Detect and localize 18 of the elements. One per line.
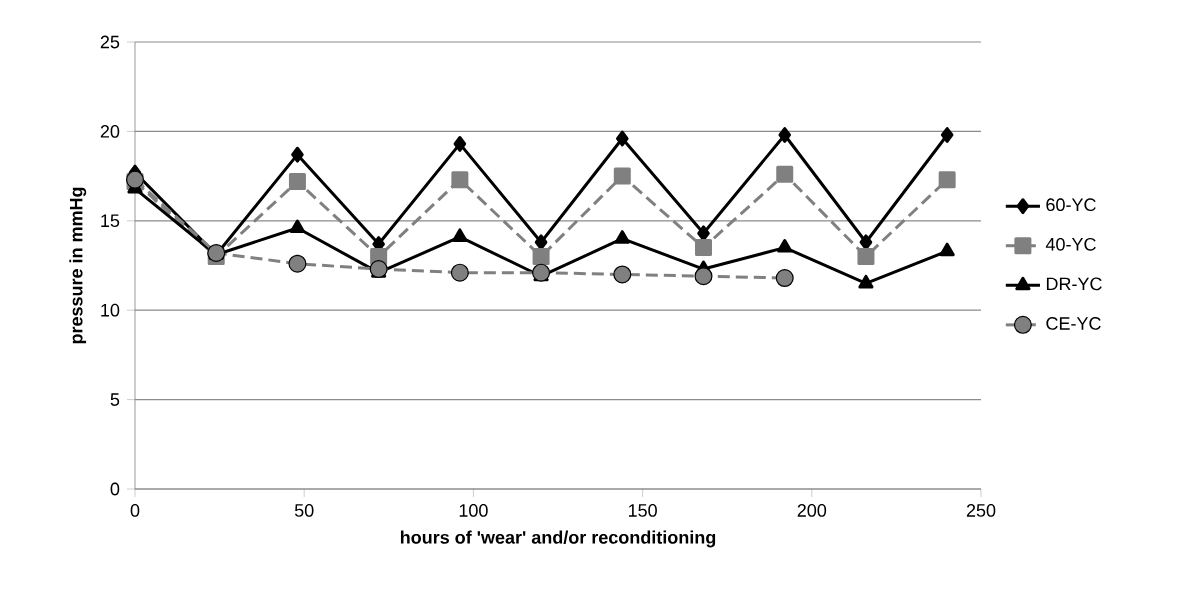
- x-tick-label: 200: [797, 504, 827, 517]
- y-axis-title: pressure in mmHg: [69, 187, 87, 344]
- y-tick-label: 0: [110, 482, 120, 496]
- legend-label: 40-YC: [1045, 237, 1096, 251]
- y-tick-label: 5: [110, 393, 120, 406]
- x-axis-title: hours of 'wear' and/or reconditioning: [400, 530, 716, 548]
- y-tick-label: 10: [101, 303, 120, 317]
- x-tick-label: 50: [294, 504, 314, 517]
- legend-label: CE-YC: [1046, 317, 1101, 330]
- x-tick-label: 250: [966, 504, 996, 517]
- x-tick-label: 150: [628, 504, 657, 517]
- x-tick-label: 0: [130, 504, 140, 517]
- legend-label: DR-YC: [1046, 277, 1102, 291]
- y-tick-label: 20: [100, 125, 120, 138]
- y-tick-label: 25: [100, 35, 120, 49]
- y-tick-label: 15: [101, 214, 120, 228]
- legend-label: 60-YC: [1046, 198, 1096, 212]
- x-tick-label: 100: [459, 504, 488, 517]
